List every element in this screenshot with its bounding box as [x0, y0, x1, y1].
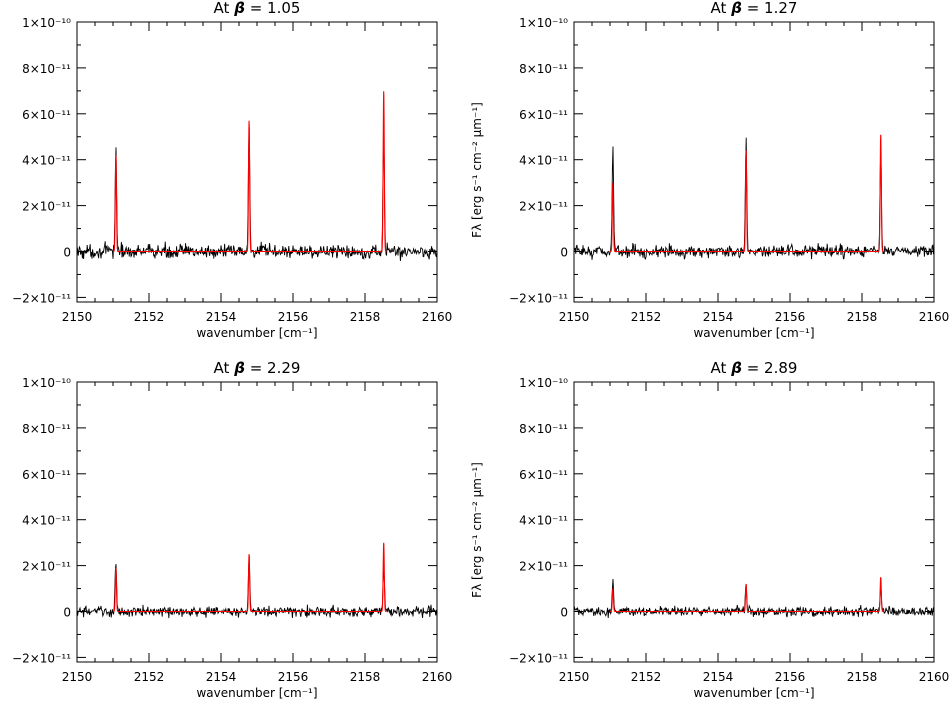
y-tick-label: −2×10⁻¹¹	[12, 651, 71, 665]
title-symbol: β	[233, 359, 245, 377]
y-tick-label: 0	[560, 606, 568, 620]
y-tick-label: 4×10⁻¹¹	[22, 154, 71, 168]
x-axis-label: wavenumber [cm⁻¹]	[196, 326, 317, 340]
y-tick-label: 0	[63, 246, 71, 260]
plot-frame	[573, 381, 935, 663]
series-model	[113, 542, 387, 613]
x-tick-label: 2154	[703, 670, 734, 684]
y-tick-label: −2×10⁻¹¹	[12, 291, 71, 305]
x-tick-label: 2150	[62, 310, 93, 324]
x-tick-label: 2152	[631, 310, 662, 324]
x-axis-label: wavenumber [cm⁻¹]	[693, 686, 814, 700]
y-tick-label: 2×10⁻¹¹	[519, 200, 568, 214]
series-model	[610, 577, 884, 613]
y-tick-label: 2×10⁻¹¹	[22, 200, 71, 214]
x-tick-label: 2150	[559, 310, 590, 324]
y-tick-label: 1×10⁻¹⁰	[22, 376, 71, 390]
y-tick-label: 2×10⁻¹¹	[519, 560, 568, 574]
series-model	[113, 91, 387, 253]
chart-panel-4: At β = 2.89 2150 2152 2154 2156 2158 2160 −2×10…	[470, 359, 949, 700]
title-prefix: At	[711, 0, 732, 17]
y-tick-label: 0	[560, 246, 568, 260]
x-tick-label: 2160	[422, 670, 453, 684]
chart-title: At β = 2.29	[214, 359, 301, 377]
plot-frame	[76, 381, 438, 663]
series-model	[610, 134, 884, 253]
chart-panel-3: At β = 2.29 2150 2152 2154 2156 2158 2160 −2×10…	[12, 359, 452, 700]
x-tick-label: 2156	[775, 310, 806, 324]
x-tick-label: 2160	[919, 310, 949, 324]
title-value: = 1.27	[742, 0, 798, 17]
x-tick-label: 2156	[278, 670, 309, 684]
x-tick-label: 2152	[631, 670, 662, 684]
y-tick-label: 8×10⁻¹¹	[519, 62, 568, 76]
x-tick-label: 2156	[775, 670, 806, 684]
x-tick-label: 2150	[559, 670, 590, 684]
y-tick-label: 4×10⁻¹¹	[519, 514, 568, 528]
y-tick-label: 1×10⁻¹⁰	[519, 376, 568, 390]
title-value: = 2.29	[245, 359, 301, 377]
x-tick-label: 2154	[703, 310, 734, 324]
title-prefix: At	[711, 359, 732, 377]
y-tick-label: 6×10⁻¹¹	[22, 468, 71, 482]
y-tick-label: 8×10⁻¹¹	[22, 62, 71, 76]
title-value: = 1.05	[245, 0, 301, 17]
y-tick-label: 8×10⁻¹¹	[22, 422, 71, 436]
y-tick-label: 4×10⁻¹¹	[22, 514, 71, 528]
x-tick-label: 2152	[134, 310, 165, 324]
y-tick-label: 8×10⁻¹¹	[519, 422, 568, 436]
chart-title: At β = 2.89	[711, 359, 798, 377]
x-tick-label: 2150	[62, 670, 93, 684]
title-value: = 2.89	[742, 359, 798, 377]
title-prefix: At	[214, 0, 235, 17]
y-axis-label: Fλ [erg s⁻¹ cm⁻² μm⁻¹]	[470, 462, 484, 598]
title-prefix: At	[214, 359, 235, 377]
y-tick-label: −2×10⁻¹¹	[509, 291, 568, 305]
y-axis-label: Fλ [erg s⁻¹ cm⁻² μm⁻¹]	[470, 102, 484, 238]
x-axis-label: wavenumber [cm⁻¹]	[196, 686, 317, 700]
y-tick-label: 6×10⁻¹¹	[519, 468, 568, 482]
y-tick-label: 6×10⁻¹¹	[22, 108, 71, 122]
y-tick-label: 6×10⁻¹¹	[519, 108, 568, 122]
y-tick-label: 4×10⁻¹¹	[519, 154, 568, 168]
x-tick-label: 2158	[350, 310, 381, 324]
title-symbol: β	[730, 0, 742, 17]
title-symbol: β	[730, 359, 742, 377]
y-tick-label: 1×10⁻¹⁰	[22, 16, 71, 30]
x-tick-label: 2158	[847, 670, 878, 684]
y-tick-label: 2×10⁻¹¹	[22, 560, 71, 574]
x-tick-label: 2152	[134, 670, 165, 684]
x-tick-label: 2154	[206, 310, 237, 324]
y-tick-label: 1×10⁻¹⁰	[519, 16, 568, 30]
y-tick-label: −2×10⁻¹¹	[509, 651, 568, 665]
x-tick-label: 2160	[919, 670, 949, 684]
series-observed	[574, 137, 934, 260]
x-tick-label: 2154	[206, 670, 237, 684]
chart-panel-1: At β = 1.05 2150 2152 2154 2156 2158 2160 −2×10…	[12, 0, 452, 340]
x-axis-label: wavenumber [cm⁻¹]	[693, 326, 814, 340]
x-tick-label: 2156	[278, 310, 309, 324]
chart-title: At β = 1.27	[711, 0, 798, 17]
chart-title: At β = 1.05	[214, 0, 301, 17]
title-symbol: β	[233, 0, 245, 17]
chart-panel-2: At β = 1.27 2150 2152 2154 2156 2158 2160 −2×10…	[470, 0, 949, 340]
x-tick-label: 2158	[350, 670, 381, 684]
y-tick-label: 0	[63, 606, 71, 620]
x-tick-label: 2158	[847, 310, 878, 324]
x-tick-label: 2160	[422, 310, 453, 324]
